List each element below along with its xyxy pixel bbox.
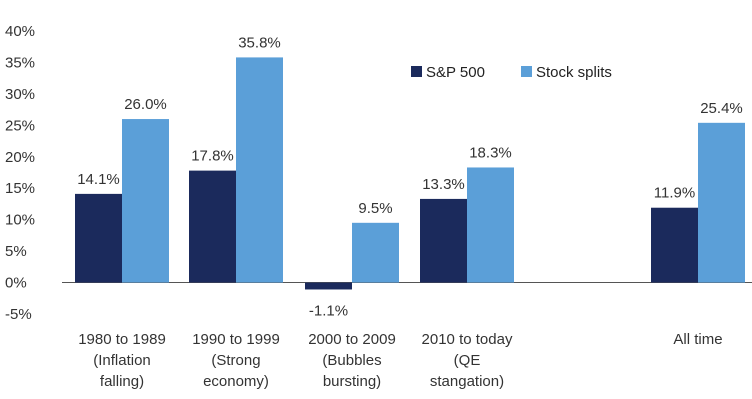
legend-label: Stock splits — [536, 64, 612, 81]
y-tick-label: 35% — [5, 54, 35, 71]
bar-stock-splits — [352, 222, 399, 283]
legend-swatch — [411, 66, 422, 77]
data-label: 9.5% — [358, 200, 392, 217]
y-tick-label: 10% — [5, 212, 35, 229]
data-label: 25.4% — [700, 100, 743, 117]
bar-stock-splits — [122, 119, 169, 283]
y-tick-label: 40% — [5, 23, 35, 40]
data-label: 13.3% — [422, 176, 465, 193]
bar-sp500 — [305, 282, 352, 290]
category-label: (Inflation — [93, 352, 151, 369]
category-label: 1990 to 1999 — [192, 331, 280, 348]
category-label: falling) — [100, 373, 144, 390]
category-label: (QE — [454, 352, 481, 369]
category-label: bursting) — [323, 373, 381, 390]
y-tick-label: 15% — [5, 180, 35, 197]
bar-sp500 — [75, 193, 122, 283]
y-tick-label: 25% — [5, 117, 35, 134]
data-label: 26.0% — [124, 96, 167, 113]
y-tick-label: 0% — [5, 275, 27, 292]
legend: S&P 500 Stock splits — [411, 64, 612, 81]
category-label: economy) — [203, 373, 269, 390]
y-tick-label: -5% — [5, 306, 32, 323]
y-tick-label: 5% — [5, 243, 27, 260]
data-label: 18.3% — [469, 144, 512, 161]
y-axis: -5% 0% 5% 10% 15% 20% 25% 30% 35% 40% — [5, 23, 35, 323]
legend-swatch — [521, 66, 532, 77]
data-label: -1.1% — [309, 302, 348, 319]
bar-stock-splits — [467, 167, 514, 283]
bar-stock-splits — [236, 57, 283, 283]
category-label: (Bubbles — [322, 352, 381, 369]
category-label: (Strong — [211, 352, 260, 369]
bar-sp500 — [420, 198, 467, 283]
category-label: All time — [673, 331, 722, 348]
legend-label: S&P 500 — [426, 64, 485, 81]
data-label: 17.8% — [191, 148, 234, 165]
y-tick-label: 20% — [5, 149, 35, 166]
y-tick-label: 30% — [5, 86, 35, 103]
category-label: 1980 to 1989 — [78, 331, 166, 348]
data-label: 14.1% — [77, 171, 120, 188]
data-label: 11.9% — [654, 185, 695, 202]
category-label: 2000 to 2009 — [308, 331, 396, 348]
data-label: 35.8% — [238, 34, 281, 51]
category-label: stangation) — [430, 373, 504, 390]
x-axis-categories: 1980 to 1989 (Inflation falling) 1990 to 19… — [78, 331, 722, 390]
category-label: 2010 to today — [422, 331, 513, 348]
bar-sp500 — [189, 170, 236, 283]
bars — [75, 57, 745, 290]
data-labels: 14.1% 17.8% -1.1% 13.3% 11.9% 26.0% 35.8% 9.5% 1… — [77, 34, 743, 319]
bar-stock-splits — [698, 122, 745, 283]
bar-sp500 — [651, 207, 698, 283]
